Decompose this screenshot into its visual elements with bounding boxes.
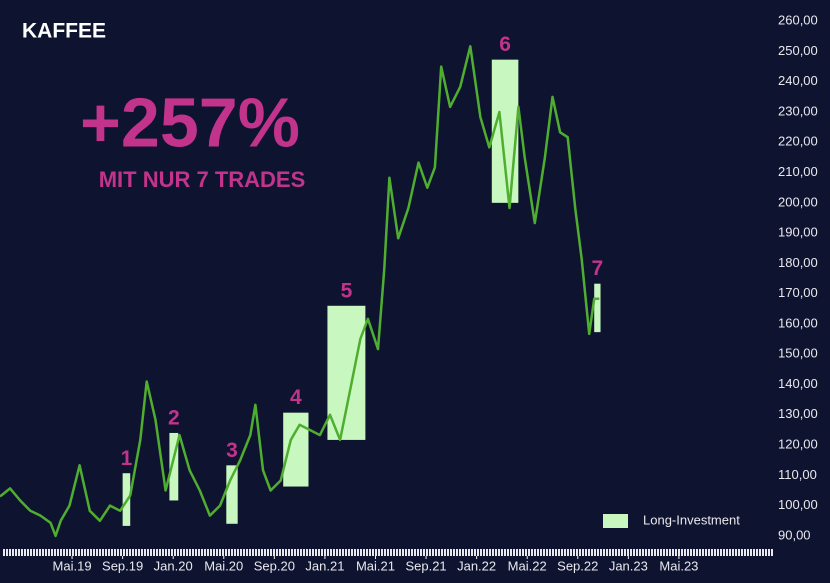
trade-label: 2 [168, 406, 180, 429]
trade-label: 7 [592, 257, 604, 280]
trade-label: 3 [226, 439, 238, 462]
x-tick-label: Mai.22 [508, 558, 547, 573]
y-tick-label: 100,00 [778, 497, 818, 512]
headline: +257% [80, 83, 300, 161]
x-tick-label: Mai.20 [204, 558, 243, 573]
trade-label: 5 [341, 279, 353, 302]
y-tick-label: 130,00 [778, 406, 818, 421]
trade-box [226, 465, 238, 524]
trade-label: 1 [121, 447, 133, 470]
y-tick-label: 170,00 [778, 285, 818, 300]
y-tick-label: 140,00 [778, 376, 818, 391]
y-tick-label: 180,00 [778, 255, 818, 270]
y-tick-label: 260,00 [778, 13, 818, 28]
y-tick-label: 240,00 [778, 73, 818, 88]
x-tick-label: Mai.21 [356, 558, 395, 573]
y-tick-label: 150,00 [778, 346, 818, 361]
x-tick-label: Sep.22 [557, 558, 598, 573]
x-tick-label: Jan.22 [457, 558, 496, 573]
legend-swatch [603, 514, 628, 528]
subheadline: MIT NUR 7 TRADES [99, 167, 306, 192]
x-tick-label: Mai.23 [659, 558, 698, 573]
y-tick-label: 230,00 [778, 103, 818, 118]
trade-box [283, 412, 309, 487]
trade-box [491, 59, 519, 203]
y-tick-label: 250,00 [778, 43, 818, 58]
x-axis-strip [2, 549, 774, 556]
y-tick-label: 120,00 [778, 436, 818, 451]
trade-label: 4 [290, 386, 302, 409]
y-tick-label: 200,00 [778, 194, 818, 209]
x-tick-label: Jan.21 [305, 558, 344, 573]
price-line [0, 45, 600, 538]
x-tick-label: Sep.19 [102, 558, 143, 573]
y-tick-label: 160,00 [778, 315, 818, 330]
x-tick-label: Jan.23 [609, 558, 648, 573]
trade-box [594, 283, 601, 333]
trade-box [327, 305, 366, 440]
y-tick-label: 220,00 [778, 134, 818, 149]
y-tick-label: 210,00 [778, 164, 818, 179]
y-tick-label: 190,00 [778, 225, 818, 240]
x-tick-label: Sep.20 [254, 558, 295, 573]
chart-title: KAFFEE [22, 20, 106, 43]
x-tick-label: Jan.20 [154, 558, 193, 573]
y-tick-label: 90,00 [778, 527, 811, 542]
trade-label: 6 [499, 33, 511, 56]
legend-label: Long-Investment [643, 512, 740, 527]
trade-box [169, 432, 179, 501]
y-tick-label: 110,00 [778, 467, 817, 482]
x-tick-label: Sep.21 [405, 558, 446, 573]
x-tick-label: Mai.19 [53, 558, 92, 573]
